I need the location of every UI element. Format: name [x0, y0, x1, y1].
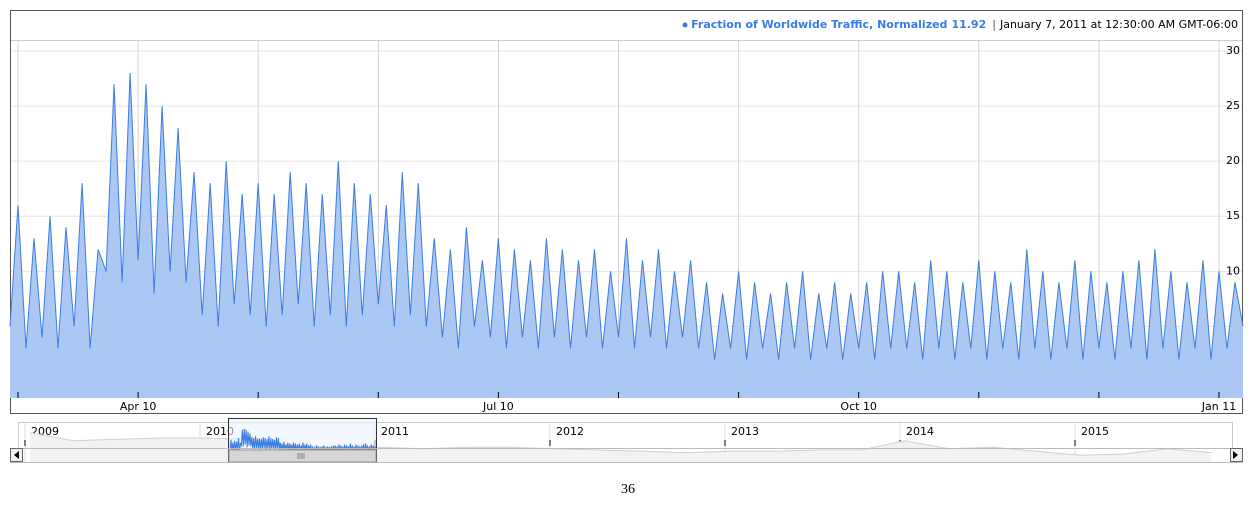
- x-axis-band: [11, 398, 1242, 413]
- y-tick-label: 30: [1226, 44, 1240, 57]
- handle-grip: [297, 453, 305, 459]
- scroll-left-arrow: [14, 451, 19, 459]
- overview-line: [29, 432, 1212, 456]
- y-tick-label: 20: [1226, 154, 1240, 167]
- line: [9, 72, 1244, 360]
- page-number: 36: [621, 482, 635, 497]
- legend-sep: |: [992, 18, 996, 31]
- x-tick-label: Oct 10: [840, 400, 877, 413]
- area: [10, 73, 1243, 398]
- year-label: 2014: [906, 425, 934, 438]
- year-label: 2013: [731, 425, 759, 438]
- y-tick-label: 10: [1226, 264, 1240, 277]
- scroll-right-arrow: [1233, 451, 1238, 459]
- year-label: 2012: [556, 425, 584, 438]
- legend-dot: [682, 22, 688, 28]
- y-tick-label: 15: [1226, 209, 1240, 222]
- x-tick-label: Jan 11: [1201, 400, 1236, 413]
- year-label: 2010: [206, 425, 234, 438]
- year-label: 2011: [381, 425, 409, 438]
- year-label: 2015: [1081, 425, 1109, 438]
- legend-value: 11.92: [951, 18, 986, 31]
- legend-text: Fraction of Worldwide Traffic, Normalize…: [691, 18, 1238, 31]
- legend-date: January 7, 2011 at 12:30:00 AM GMT-06:00: [999, 18, 1238, 31]
- x-tick-label: Apr 10: [120, 400, 157, 413]
- y-tick-label: 25: [1226, 99, 1240, 112]
- x-tick-label: Jul 10: [482, 400, 514, 413]
- legend: Fraction of Worldwide Traffic, Normalize…: [682, 18, 1238, 31]
- legend-series: Fraction of Worldwide Traffic, Normalize…: [691, 18, 947, 31]
